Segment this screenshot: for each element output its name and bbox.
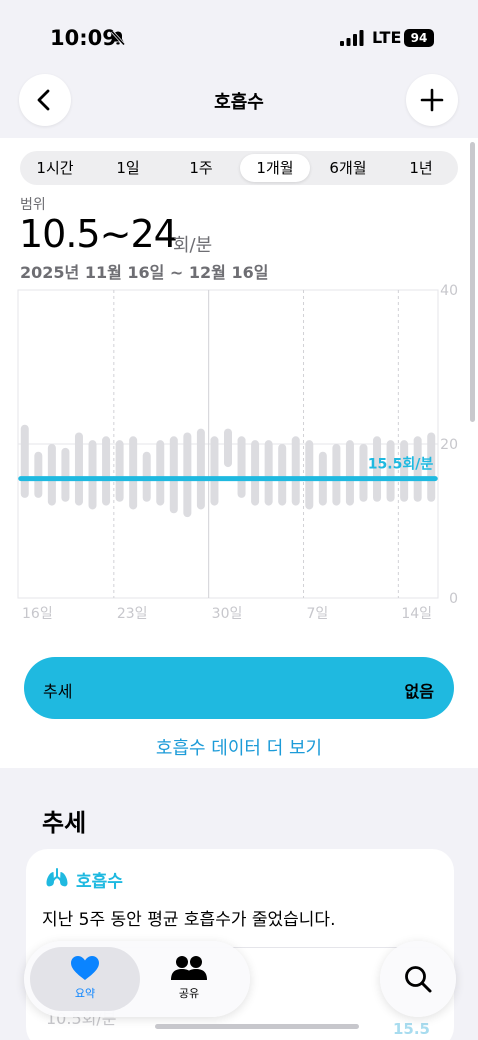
search-button[interactable]	[380, 941, 456, 1017]
range-bar	[183, 432, 192, 518]
tab-summary[interactable]: 요약	[30, 955, 140, 1001]
chart-panel: 1시간 1일 1주 1개월 6개월 1년 범위 10.5~24 회/분 2025…	[0, 138, 478, 768]
scrollbar[interactable]	[470, 142, 475, 422]
tab-summary-label: 요약	[74, 987, 96, 1000]
range-bar	[129, 436, 138, 510]
range-bar	[156, 440, 165, 506]
x-tick-label: 23일	[117, 606, 148, 622]
segment-1-month[interactable]: 1개월	[240, 154, 310, 182]
time-range-selector: 1시간 1일 1주 1개월 6개월 1년	[20, 151, 458, 185]
people-icon	[171, 956, 207, 980]
page-title: 호흡수	[214, 92, 264, 113]
tab-bar: 요약 공유	[24, 941, 250, 1017]
segment-1-week[interactable]: 1주	[189, 159, 213, 177]
segment-1-day[interactable]: 1일	[116, 159, 140, 177]
network-type: LTE	[372, 28, 402, 47]
y-tick-label: 20	[440, 437, 458, 453]
bell-slash-icon	[110, 30, 126, 46]
range-bar	[20, 424, 29, 498]
home-indicator	[155, 1024, 359, 1029]
x-tick-label: 16일	[22, 606, 53, 622]
tab-sharing[interactable]: 공유	[134, 955, 244, 1001]
range-bar	[373, 436, 382, 502]
x-tick-label: 7일	[307, 606, 329, 622]
nav-bar: 호흡수	[0, 72, 478, 138]
lungs-icon	[46, 868, 68, 887]
trend-section-title: 추세	[42, 809, 87, 837]
average-label: 15.5회/분	[368, 457, 434, 473]
status-bar: 10:09 LTE 94	[0, 0, 478, 72]
trend-card-average: 15.5	[392, 1020, 430, 1038]
show-more-data-link[interactable]: 호흡수 데이터 더 보기	[155, 738, 323, 759]
range-bar	[102, 436, 111, 506]
range-unit: 회/분	[173, 235, 213, 256]
range-bar	[305, 440, 314, 510]
date-range: 2025년 11월 16일 ~ 12월 16일	[20, 263, 269, 282]
x-tick-label: 14일	[401, 606, 432, 622]
trend-card-label: 호흡수	[76, 872, 123, 892]
range-bar	[332, 444, 341, 506]
add-data-button[interactable]	[406, 74, 458, 126]
range-bar	[359, 444, 368, 502]
divider	[42, 947, 438, 948]
range-bar	[400, 440, 409, 502]
status-time: 10:09	[50, 26, 117, 50]
y-tick-label: 40	[440, 283, 458, 299]
trend-card-text: 지난 5주 동안 평균 호흡수가 줄었습니다.	[42, 910, 336, 930]
range-bar	[264, 440, 273, 506]
range-bar	[47, 444, 56, 506]
heart-icon	[71, 956, 99, 980]
trend-row[interactable]: 추세 없음	[24, 657, 454, 719]
range-bar	[291, 436, 300, 506]
range-value: 10.5~24	[19, 212, 178, 256]
y-tick-label: 0	[449, 591, 458, 607]
range-bar	[413, 436, 422, 502]
range-label: 범위	[20, 197, 46, 213]
range-bar	[251, 440, 260, 506]
segment-1-year[interactable]: 1년	[409, 159, 433, 177]
chevron-left-icon	[37, 89, 50, 111]
trend-row-label: 추세	[43, 682, 73, 701]
x-tick-label: 30일	[212, 606, 243, 622]
segment-6-months[interactable]: 6개월	[329, 159, 367, 177]
range-bar	[224, 428, 232, 468]
range-bar	[34, 451, 43, 498]
search-icon	[405, 966, 432, 993]
segment-1-hour[interactable]: 1시간	[36, 159, 74, 177]
cellular-signal-icon	[340, 30, 364, 46]
back-button[interactable]	[19, 74, 71, 126]
range-bar	[88, 440, 97, 510]
range-bar	[386, 440, 395, 502]
range-bar	[196, 428, 205, 510]
battery-icon: 94	[404, 29, 434, 47]
plus-icon	[420, 88, 444, 112]
trend-row-value: 없음	[404, 682, 434, 701]
range-bar	[61, 447, 70, 502]
respiratory-rate-chart[interactable]: 0 20 40 16일 23일 30일 7일 14일 15.5회/분	[0, 278, 478, 628]
range-bar	[237, 436, 246, 498]
range-bar	[115, 440, 124, 502]
range-bar	[278, 444, 287, 506]
range-bar	[345, 440, 354, 506]
range-bar	[210, 436, 219, 506]
range-bar	[74, 432, 83, 506]
tab-sharing-label: 공유	[178, 987, 200, 1000]
range-bar	[169, 436, 178, 514]
range-bar	[427, 432, 436, 502]
